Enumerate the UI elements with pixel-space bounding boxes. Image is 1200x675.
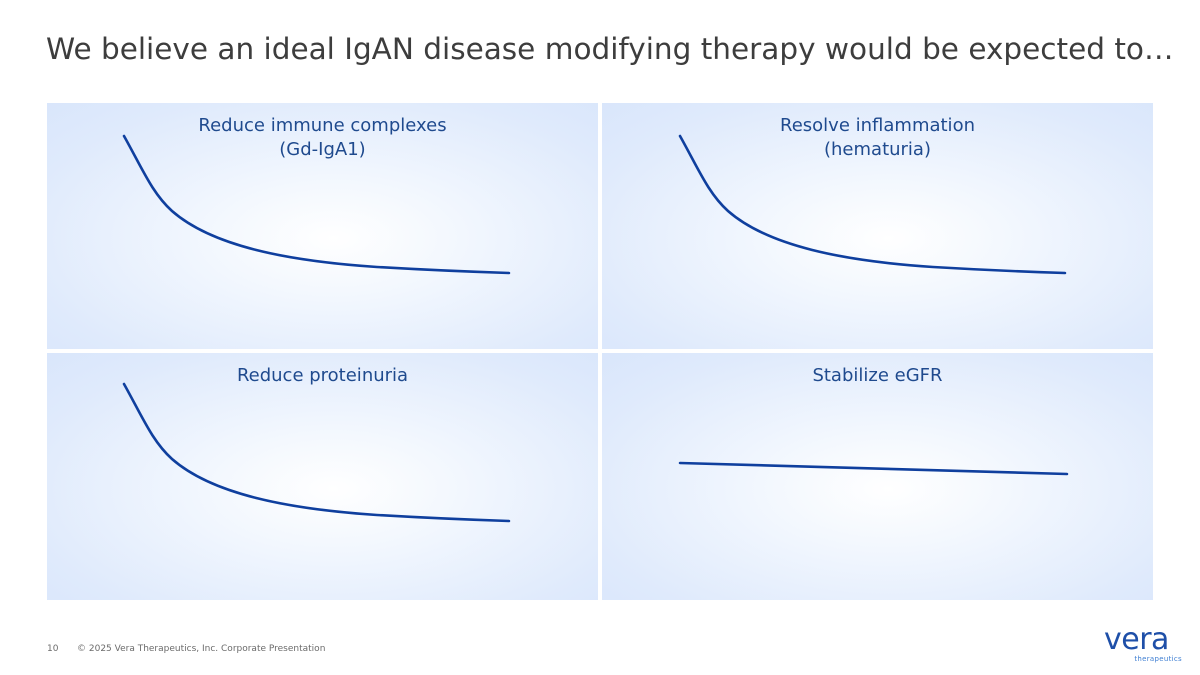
- panel-inflammation: Resolve inflammation (hematuria): [602, 103, 1153, 349]
- panel-title: Reduce proteinuria: [47, 364, 598, 388]
- panel-title: Resolve inflammation (hematuria): [602, 114, 1153, 162]
- panel-title: Reduce immune complexes (Gd-IgA1): [47, 114, 598, 162]
- panel-title: Stabilize eGFR: [602, 364, 1153, 388]
- trend-line: [678, 461, 1069, 476]
- page-number: 10: [47, 644, 59, 654]
- panel-grid: Reduce immune complexes (Gd-IgA1) Resolv…: [47, 103, 1153, 600]
- trend-line: [122, 382, 511, 523]
- panel-egfr: Stabilize eGFR: [602, 353, 1153, 600]
- slide-title: We believe an ideal IgAN disease modifyi…: [46, 32, 1174, 66]
- copyright-text: © 2025 Vera Therapeutics, Inc. Corporate…: [77, 644, 326, 654]
- panel-title-line: Resolve inflammation: [780, 115, 975, 136]
- decreasing-curve: [122, 134, 511, 275]
- panel-immune-complexes: Reduce immune complexes (Gd-IgA1): [47, 103, 598, 349]
- decreasing-curve: [678, 134, 1067, 275]
- vera-logo: vera therapeutics: [1104, 622, 1184, 664]
- logo-tagline: therapeutics: [1134, 655, 1182, 663]
- panel-proteinuria: Reduce proteinuria: [47, 353, 598, 600]
- trend-line: [678, 134, 1067, 275]
- stable-line: [678, 461, 1069, 476]
- panel-title-line: (hematuria): [824, 139, 931, 160]
- panel-title-line: Reduce proteinuria: [236, 365, 409, 386]
- trend-line: [122, 134, 511, 275]
- panel-title-line: Stabilize eGFR: [812, 365, 943, 386]
- panel-title-line: (Gd-IgA1): [279, 139, 366, 160]
- decreasing-curve: [122, 382, 511, 523]
- panel-title-line: Reduce immune complexes: [198, 115, 447, 136]
- logo-wordmark: vera: [1104, 622, 1169, 657]
